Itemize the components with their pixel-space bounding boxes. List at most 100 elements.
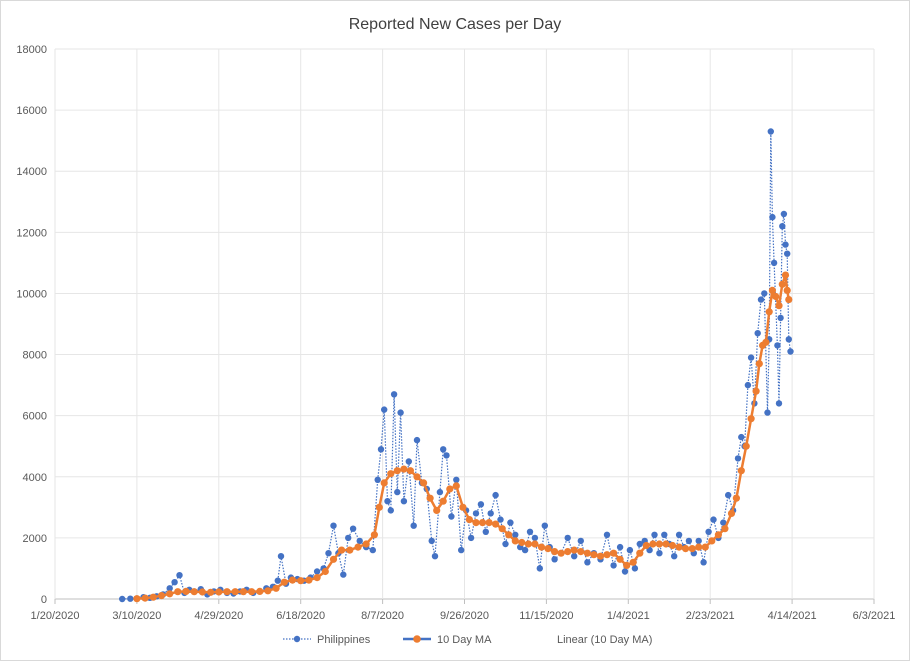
ma-point [452, 482, 460, 490]
ma-point [747, 415, 755, 423]
philippines-point [705, 528, 712, 535]
philippines-point [785, 336, 792, 343]
ma-point [714, 531, 723, 539]
ma-point [737, 467, 745, 475]
y-tick-label: 12000 [16, 227, 47, 239]
ma-point [708, 537, 716, 545]
ma-point [459, 503, 467, 511]
ma-point [375, 503, 383, 511]
philippines-point [671, 553, 678, 560]
ma-point [564, 548, 572, 556]
ma-point [778, 280, 786, 288]
ma-point [511, 537, 519, 545]
ma-point [695, 543, 703, 551]
ma-point [755, 360, 763, 368]
ma-point [141, 594, 149, 602]
philippines-point [571, 553, 578, 560]
ma-point [544, 545, 552, 553]
ma-point [190, 588, 198, 596]
philippines-point [770, 259, 778, 267]
philippines-point [384, 498, 391, 505]
ma-point [492, 520, 500, 528]
philippines-point [541, 522, 548, 529]
philippines-point [675, 531, 683, 538]
ma-point [215, 588, 223, 596]
philippines-point [757, 296, 765, 303]
ma-point [701, 543, 709, 551]
y-tick-label: 14000 [16, 166, 47, 178]
ma-point [732, 494, 741, 502]
ma-point [772, 292, 780, 301]
ma-point [223, 588, 231, 596]
ma-point [623, 561, 631, 570]
philippines-point [577, 537, 584, 545]
philippines-point [325, 550, 332, 557]
philippines-point [381, 406, 388, 413]
ma-point [649, 540, 657, 548]
legend-item: Philippines [283, 634, 371, 646]
philippines-line [122, 131, 792, 600]
philippines-point [369, 546, 376, 554]
philippines-point [661, 531, 668, 538]
ma-point [629, 558, 637, 566]
philippines-point [784, 250, 791, 257]
philippines-point [779, 223, 786, 230]
ma-point [531, 540, 539, 548]
philippines-point [626, 546, 634, 554]
ma-point [505, 531, 513, 539]
ma-point [400, 465, 408, 473]
philippines-point [397, 409, 404, 416]
legend-marker [293, 635, 301, 643]
legend-label: Philippines [317, 634, 371, 646]
philippines-point [780, 210, 788, 218]
y-tick-label: 2000 [23, 533, 47, 545]
philippines-point [497, 516, 504, 523]
x-tick-label: 6/3/2021 [853, 610, 896, 622]
philippines-point [603, 531, 611, 538]
ma-point [642, 541, 650, 550]
ma-point [636, 549, 644, 557]
philippines-point [710, 516, 717, 523]
ma-point [231, 588, 239, 596]
philippines-point [744, 381, 752, 389]
philippines-point [777, 314, 784, 322]
ma-point [166, 590, 174, 598]
ma-point [346, 546, 354, 554]
philippines-point [636, 540, 643, 548]
x-tick-label: 4/29/2020 [194, 610, 243, 622]
ma-point [727, 509, 736, 517]
ma-point [781, 271, 790, 279]
ma-point [577, 548, 585, 556]
philippines-point [171, 579, 178, 586]
philippines-point [531, 534, 539, 542]
ma-point [446, 485, 454, 493]
philippines-point [176, 572, 183, 579]
philippines-point [761, 290, 768, 297]
ma-point [207, 588, 215, 596]
y-tick-label: 6000 [23, 411, 47, 423]
philippines-point [374, 476, 381, 483]
ma-point [596, 552, 605, 560]
philippines-point [413, 436, 421, 444]
series-ten-day-ma [133, 271, 793, 603]
philippines-point [651, 531, 658, 538]
ma-point [433, 506, 441, 514]
ma-point [518, 538, 526, 547]
x-tick-label: 3/10/2020 [112, 610, 161, 622]
ma-point [239, 588, 247, 596]
series-layer [119, 128, 794, 603]
philippines-point [472, 510, 480, 517]
ma-point [478, 519, 487, 527]
philippines-point [356, 537, 363, 545]
ma-point [603, 551, 611, 559]
philippines-point [394, 488, 401, 496]
ma-point [775, 302, 783, 310]
philippines-point [685, 537, 693, 545]
philippines-point [349, 525, 357, 532]
legend-label: 10 Day MA [437, 634, 492, 646]
ma-point [387, 470, 395, 478]
philippines-point [720, 519, 727, 526]
philippines-point [440, 446, 447, 453]
ma-point [198, 588, 206, 596]
